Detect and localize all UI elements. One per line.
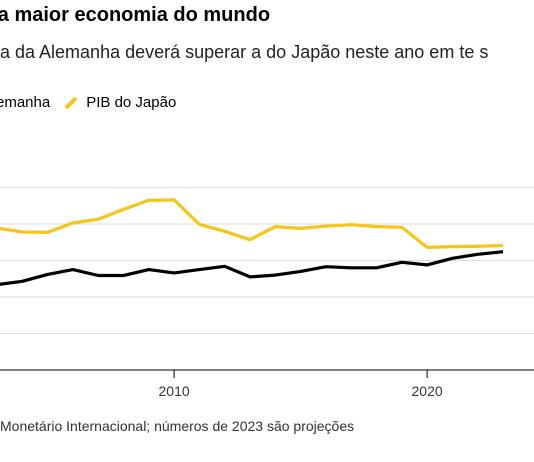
legend-japan-label: PIB do Japão [86,94,177,111]
line-chart: 2010 2020 [0,187,534,399]
series-lines [0,198,504,286]
x-tick-label: 2010 [159,383,190,399]
chart-subtitle: ia da Alemanha deverá superar a do Japão… [0,42,489,62]
source-note: Monetário Internacional; números de 2023… [0,418,355,434]
legend: emanha PIB do Japão [0,94,190,111]
legend-germany-label: emanha [0,94,51,111]
legend-item-germany: emanha [0,94,50,111]
series-germany-line [0,250,504,286]
grid-lines [0,187,534,334]
series-japan-line [0,198,504,250]
chart-title: ra maior economia do mundo [0,4,271,26]
legend-item-japan: PIB do Japão [64,94,176,111]
x-axis: 2010 2020 [0,369,534,399]
legend-japan-swatch [64,96,78,109]
x-tick-label: 2020 [412,383,443,399]
